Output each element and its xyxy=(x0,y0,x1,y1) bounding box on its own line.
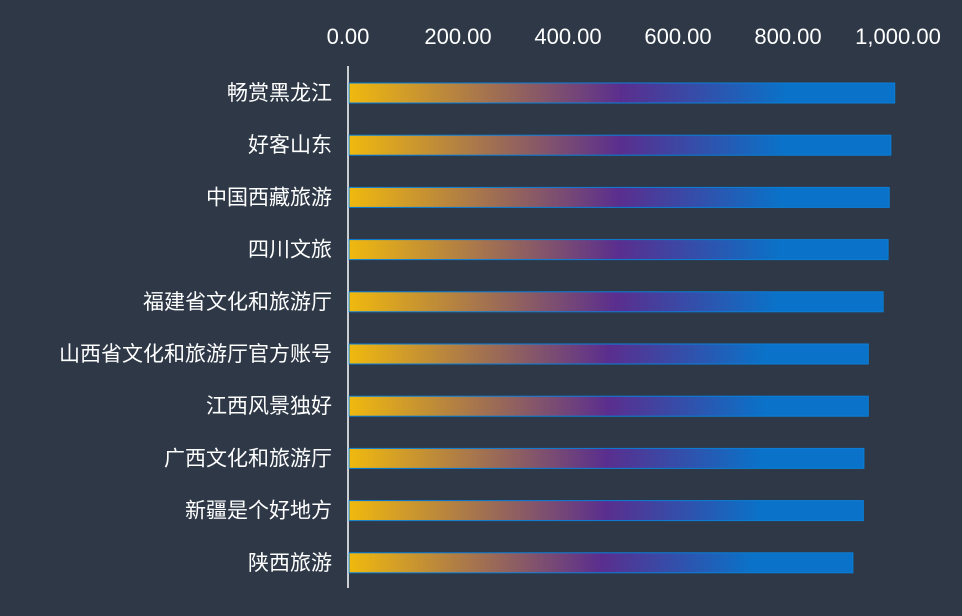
category-label: 福建省文化和旅游厅 xyxy=(143,290,332,314)
bar xyxy=(348,447,865,469)
bar xyxy=(348,343,869,365)
category-label: 江西风景独好 xyxy=(206,394,332,418)
bar xyxy=(348,395,869,417)
bar xyxy=(348,239,889,261)
bar xyxy=(348,291,884,313)
category-label: 中国西藏旅游 xyxy=(206,185,332,209)
x-tick-label: 400.00 xyxy=(534,24,601,49)
x-tick-label: 1,000.00 xyxy=(855,24,941,49)
bar xyxy=(348,186,890,208)
x-axis-ticks: 0.00 200.00 400.00 600.00 800.00 1,000.00 xyxy=(327,24,941,49)
category-label: 新疆是个好地方 xyxy=(185,499,332,523)
x-tick-label: 800.00 xyxy=(754,24,821,49)
bar xyxy=(348,552,854,574)
bars-group xyxy=(348,82,896,574)
bar xyxy=(348,500,864,522)
bar xyxy=(348,82,896,104)
category-label: 山西省文化和旅游厅官方账号 xyxy=(59,342,332,366)
x-tick-label: 200.00 xyxy=(424,24,491,49)
x-tick-label: 0.00 xyxy=(327,24,370,49)
category-label: 畅赏黑龙江 xyxy=(227,81,332,105)
x-tick-label: 600.00 xyxy=(644,24,711,49)
category-label: 广西文化和旅游厅 xyxy=(164,446,332,470)
bar xyxy=(348,134,892,156)
category-labels: 畅赏黑龙江好客山东中国西藏旅游四川文旅福建省文化和旅游厅山西省文化和旅游厅官方账… xyxy=(59,81,332,575)
category-label: 陕西旅游 xyxy=(248,551,332,575)
category-label: 好客山东 xyxy=(248,133,332,157)
category-label: 四川文旅 xyxy=(248,238,332,262)
